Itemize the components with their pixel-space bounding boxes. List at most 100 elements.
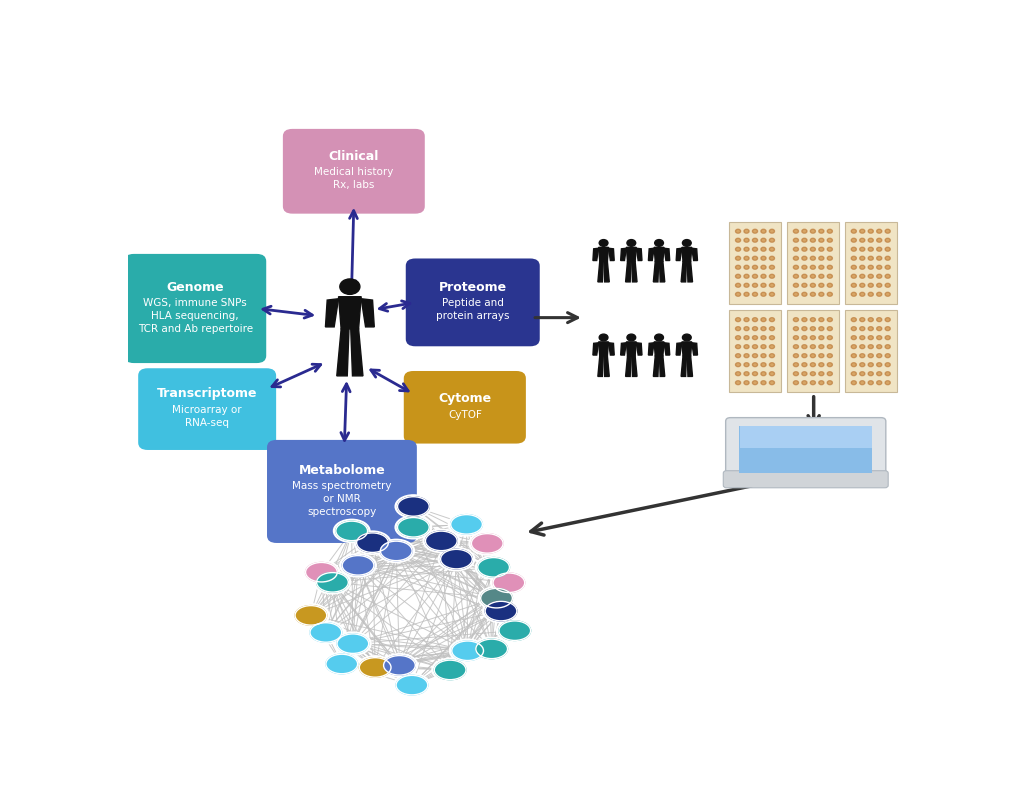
Ellipse shape [432,658,469,681]
Polygon shape [609,248,614,261]
Circle shape [794,238,799,242]
Polygon shape [649,248,654,261]
FancyBboxPatch shape [787,222,839,303]
Circle shape [811,328,814,329]
Circle shape [851,284,856,287]
Circle shape [794,371,799,375]
Circle shape [829,276,831,277]
Circle shape [737,266,740,268]
Circle shape [810,274,815,278]
Circle shape [803,355,805,356]
Circle shape [828,257,833,261]
Circle shape [761,326,766,330]
Ellipse shape [449,639,486,662]
Circle shape [810,229,815,233]
Circle shape [859,345,864,348]
Circle shape [870,249,872,250]
Circle shape [870,230,872,232]
Ellipse shape [306,562,338,582]
Ellipse shape [491,571,527,594]
Circle shape [811,257,814,259]
Polygon shape [682,342,692,356]
Circle shape [794,354,799,358]
Circle shape [885,381,890,385]
Polygon shape [597,261,604,282]
Ellipse shape [308,621,344,644]
Circle shape [828,318,833,322]
Circle shape [859,381,864,385]
Circle shape [851,381,856,385]
Ellipse shape [451,515,483,534]
Polygon shape [664,248,670,261]
Circle shape [887,318,889,321]
Circle shape [852,230,855,232]
Polygon shape [597,356,604,376]
Circle shape [859,363,864,367]
Ellipse shape [357,656,394,679]
Circle shape [802,371,807,375]
Circle shape [852,328,855,329]
Circle shape [828,345,833,348]
Ellipse shape [438,547,475,571]
Circle shape [828,274,833,278]
Circle shape [810,318,815,322]
Ellipse shape [496,619,533,642]
Circle shape [761,265,766,269]
Circle shape [769,363,774,367]
Circle shape [828,354,833,358]
Circle shape [746,346,748,348]
Polygon shape [604,356,610,376]
Circle shape [744,274,749,278]
Circle shape [810,381,815,385]
Circle shape [869,363,874,367]
Circle shape [803,249,805,250]
Ellipse shape [354,531,391,554]
Circle shape [811,318,814,321]
Circle shape [802,257,807,261]
Circle shape [802,354,807,358]
Circle shape [770,284,773,286]
Polygon shape [681,261,686,282]
Circle shape [794,318,799,322]
Circle shape [811,346,814,348]
FancyBboxPatch shape [725,417,886,480]
Circle shape [851,326,856,330]
FancyBboxPatch shape [728,310,782,392]
FancyBboxPatch shape [787,310,839,392]
Circle shape [820,276,822,277]
Circle shape [828,381,833,385]
Circle shape [811,382,814,383]
Circle shape [736,363,741,367]
Circle shape [859,292,864,296]
Circle shape [818,345,824,348]
Ellipse shape [499,621,531,641]
FancyBboxPatch shape [728,222,782,303]
Circle shape [737,318,740,321]
Circle shape [803,230,805,232]
Circle shape [887,276,889,277]
Circle shape [861,293,863,295]
Circle shape [746,249,748,250]
Circle shape [818,326,824,330]
Circle shape [861,364,863,366]
Circle shape [818,257,824,261]
Circle shape [878,373,881,375]
Circle shape [869,265,874,269]
Circle shape [859,336,864,340]
Circle shape [887,293,889,295]
Circle shape [877,284,882,287]
Circle shape [762,249,764,250]
Circle shape [737,293,740,295]
Circle shape [861,266,863,268]
Circle shape [754,249,756,250]
Circle shape [802,292,807,296]
Circle shape [811,276,814,277]
Circle shape [746,239,748,241]
Circle shape [794,345,799,348]
Ellipse shape [333,520,370,543]
Circle shape [818,229,824,233]
Ellipse shape [479,587,515,610]
Circle shape [744,247,749,251]
Circle shape [762,355,764,356]
Circle shape [885,371,890,375]
